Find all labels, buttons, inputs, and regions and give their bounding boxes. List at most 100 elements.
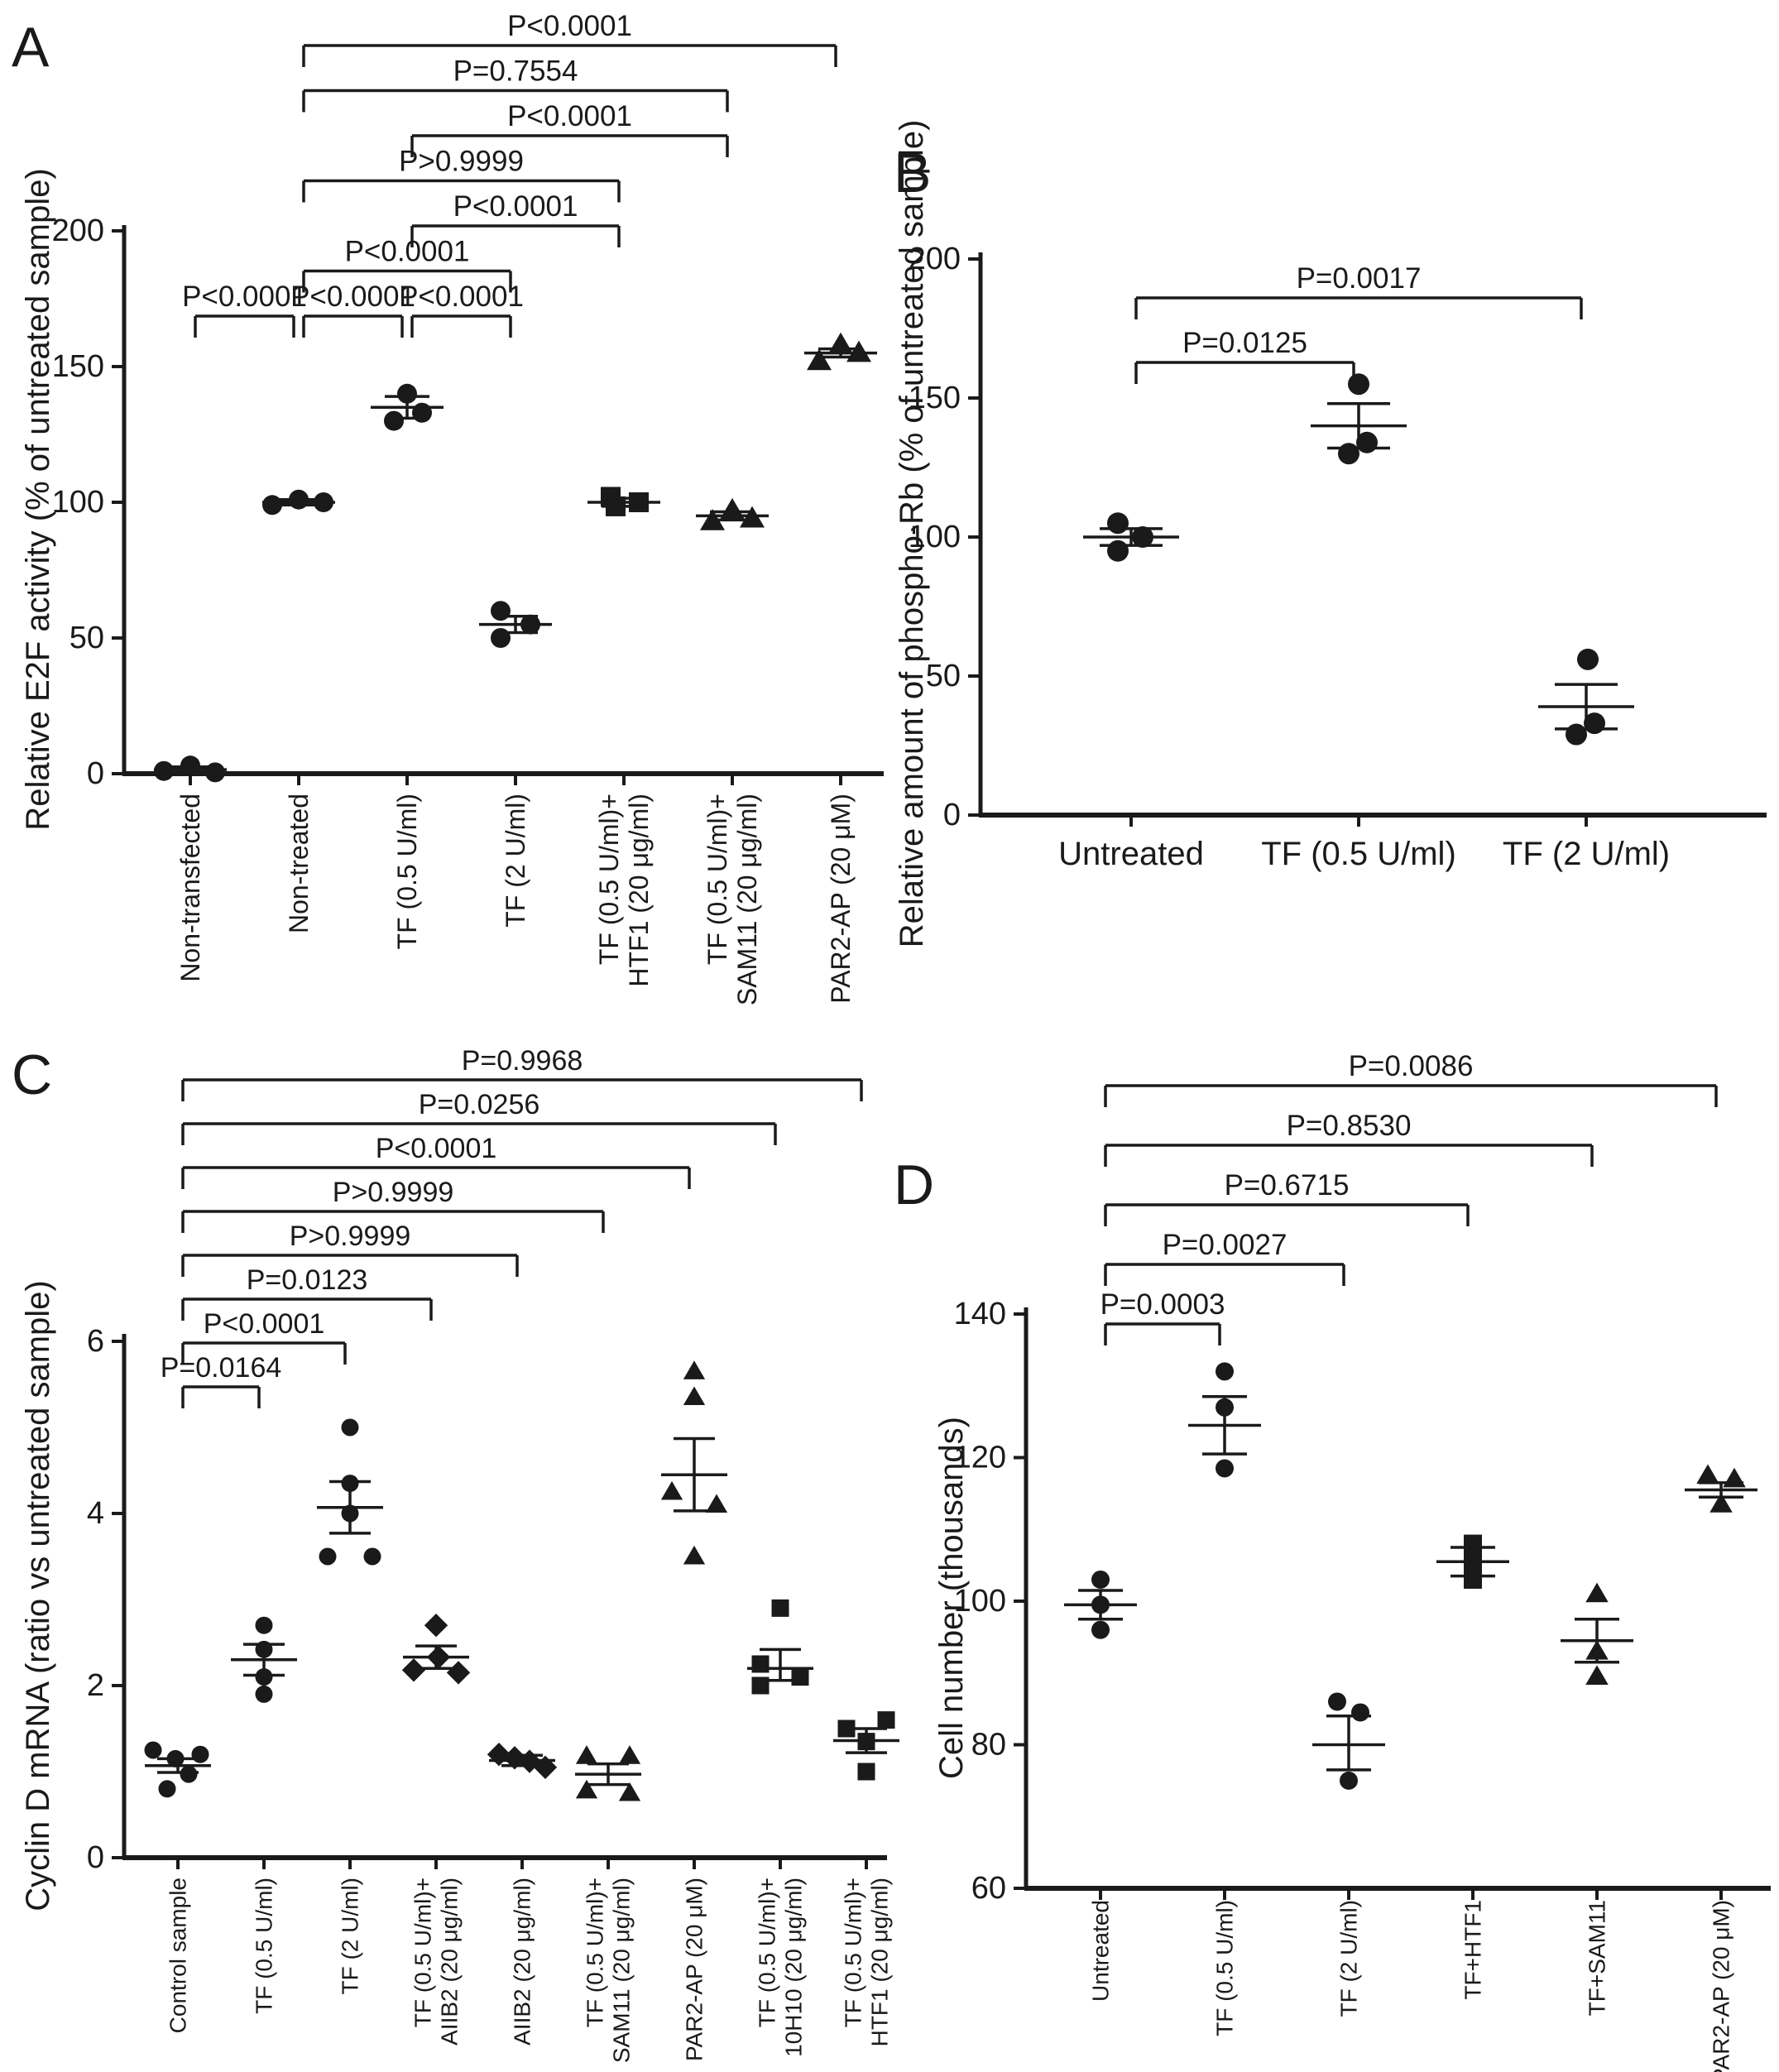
panel-C-x-label: AIIB2 (20 μg/ml) [437,1878,463,2046]
panel-C-data-point [341,1418,359,1436]
panel-C-p-value-label: P>0.9999 [333,1177,454,1208]
panel-C-p-value-label: P<0.0001 [376,1133,497,1164]
panel-B-data-point [1132,526,1153,548]
panel-B-data-point [1584,712,1605,735]
panel-D-data-point [1328,1692,1346,1711]
panel-A-x-label: Non-treated [284,794,314,933]
panel-C-x-label: TF (2 U/ml) [338,1878,363,1995]
panel-C-p-value-label: P>0.9999 [290,1221,411,1252]
panel-D-data-point [1585,1639,1609,1660]
panel-C-data-point [857,1763,875,1781]
panel-C-data-point [575,1779,598,1799]
panel-D-data-point [1091,1595,1110,1614]
panel-D-x-label: TF+HTF1 [1460,1900,1486,2000]
panel-D-data-point [1464,1552,1482,1571]
panel-C-y-tick-label: 2 [87,1668,104,1703]
panel-D-letter: D [894,1154,934,1216]
panel-A-data-point [262,495,282,516]
panel-B-y-axis-label: Relative amount of phospho-Rb (% of untr… [894,120,930,948]
panel-A-data-point [807,348,832,371]
panel-C-data-point [683,1545,706,1565]
panel-D-data-point [1091,1620,1110,1639]
panel-D-data-point [1351,1703,1369,1722]
panel-A-data-point [629,492,649,512]
panel-C-x-label: TF (0.5 U/ml)+ [841,1878,866,2027]
panel-C-data-point [255,1668,273,1686]
panel-C-data-point [877,1711,895,1729]
panel-B-data-point [1577,648,1599,670]
panel-C-data-point [751,1676,770,1695]
panel-C-p-value-label: P=0.0164 [161,1352,282,1384]
panel-A-x-label: PAR2-AP (20 μM) [826,794,856,1004]
panel-B-y-tick-label: 200 [909,242,961,276]
panel-D-data-point [1723,1467,1746,1488]
panel-C-p-value-label: P=0.0123 [247,1264,368,1296]
panel-D-data-point [1464,1570,1482,1589]
panel-A-data-point [846,340,871,362]
panel-C-data-point [618,1782,641,1801]
panel-C-data-point [751,1655,770,1673]
panel-C-y-tick-label: 0 [87,1840,104,1875]
panel-B-x-label: TF (2 U/ml) [1503,836,1670,872]
panel-C-y-axis-label: Cyclin D mRNA (ratio vs untreated sample… [20,1280,56,1911]
panel-A-data-point [491,628,511,648]
panel-A-data-point [606,496,626,516]
panel-B-data-point [1107,512,1129,535]
panel-C-data-point [487,1743,511,1767]
panel-C-data-point [144,1741,162,1759]
panel-A-data-point [828,332,853,354]
panel-D-y-tick-label: 80 [971,1728,1006,1763]
panel-C-letter: C [12,1043,52,1106]
panel-B-letter: B [894,141,931,204]
panel-A-p-value-label: P<0.0001 [453,190,578,223]
panel-A-data-point [289,489,309,510]
panel-C-p-value-label: P=0.0256 [419,1089,540,1120]
panel-C-data-point [837,1719,856,1738]
panel-B-p-value-label: P=0.0125 [1182,327,1307,359]
panel-A-data-point [412,402,432,423]
panel-B-p-value-label: P=0.0017 [1297,262,1422,295]
panel-C-data-point [660,1480,683,1500]
panel-C-data-point [533,1755,558,1779]
panel-D-y-tick-label: 100 [954,1584,1006,1619]
panel-C-data-point [255,1685,273,1703]
panel-C-data-point [341,1504,359,1523]
panel-C-data-point [618,1745,641,1764]
panel-B-y-tick-label: 100 [909,520,961,554]
panel-C-data-point [857,1733,875,1751]
panel-C-data-point [426,1645,451,1669]
panel-A-y-axis-label: Relative E2F activity (% of untreated sa… [20,168,56,830]
panel-B-y-tick-label: 150 [909,381,961,415]
panel-B-data-point [1566,723,1587,746]
panel-A-x-label: TF (0.5 U/ml)+ [594,794,624,965]
panel-A-y-tick-label: 50 [70,621,104,655]
panel-A-data-point [314,492,333,512]
panel-A-data-point [740,506,765,528]
panel-A-y-tick-label: 0 [87,756,104,791]
panel-B-data-point [1338,443,1359,465]
panel-D-x-label: Untreated [1088,1900,1114,2002]
panel-C-data-point [158,1780,176,1798]
panel-C-data-point [791,1668,809,1686]
panel-A-letter: A [12,16,50,79]
panel-C-x-label: Control sample [165,1878,191,2033]
panel-B-data-point [1107,540,1129,562]
panel-B-x-label: Untreated [1058,836,1204,872]
panel-A-p-value-label: P>0.9999 [399,146,524,178]
panel-D-y-tick-label: 60 [971,1871,1006,1906]
panel-C-x-label: TF (0.5 U/ml)+ [755,1878,780,2027]
panel-A-p-value-label: P<0.0001 [182,281,307,313]
panel-A-p-value-label: P=0.7554 [453,55,578,88]
panel-C-data-point [341,1475,359,1493]
panel-C-p-value-label: P<0.0001 [204,1308,325,1340]
panel-A-data-point [180,755,200,776]
panel-D-p-value-label: P=0.0027 [1163,1229,1287,1261]
panel-D-y-tick-label: 120 [954,1441,1006,1475]
panel-C-data-point [424,1614,448,1638]
panel-A-x-label: Non-transfected [175,794,205,982]
panel-C-data-point [575,1745,598,1764]
panel-C-x-label: TF (0.5 U/ml) [252,1878,277,2014]
panel-C-y-tick-label: 6 [87,1324,104,1359]
